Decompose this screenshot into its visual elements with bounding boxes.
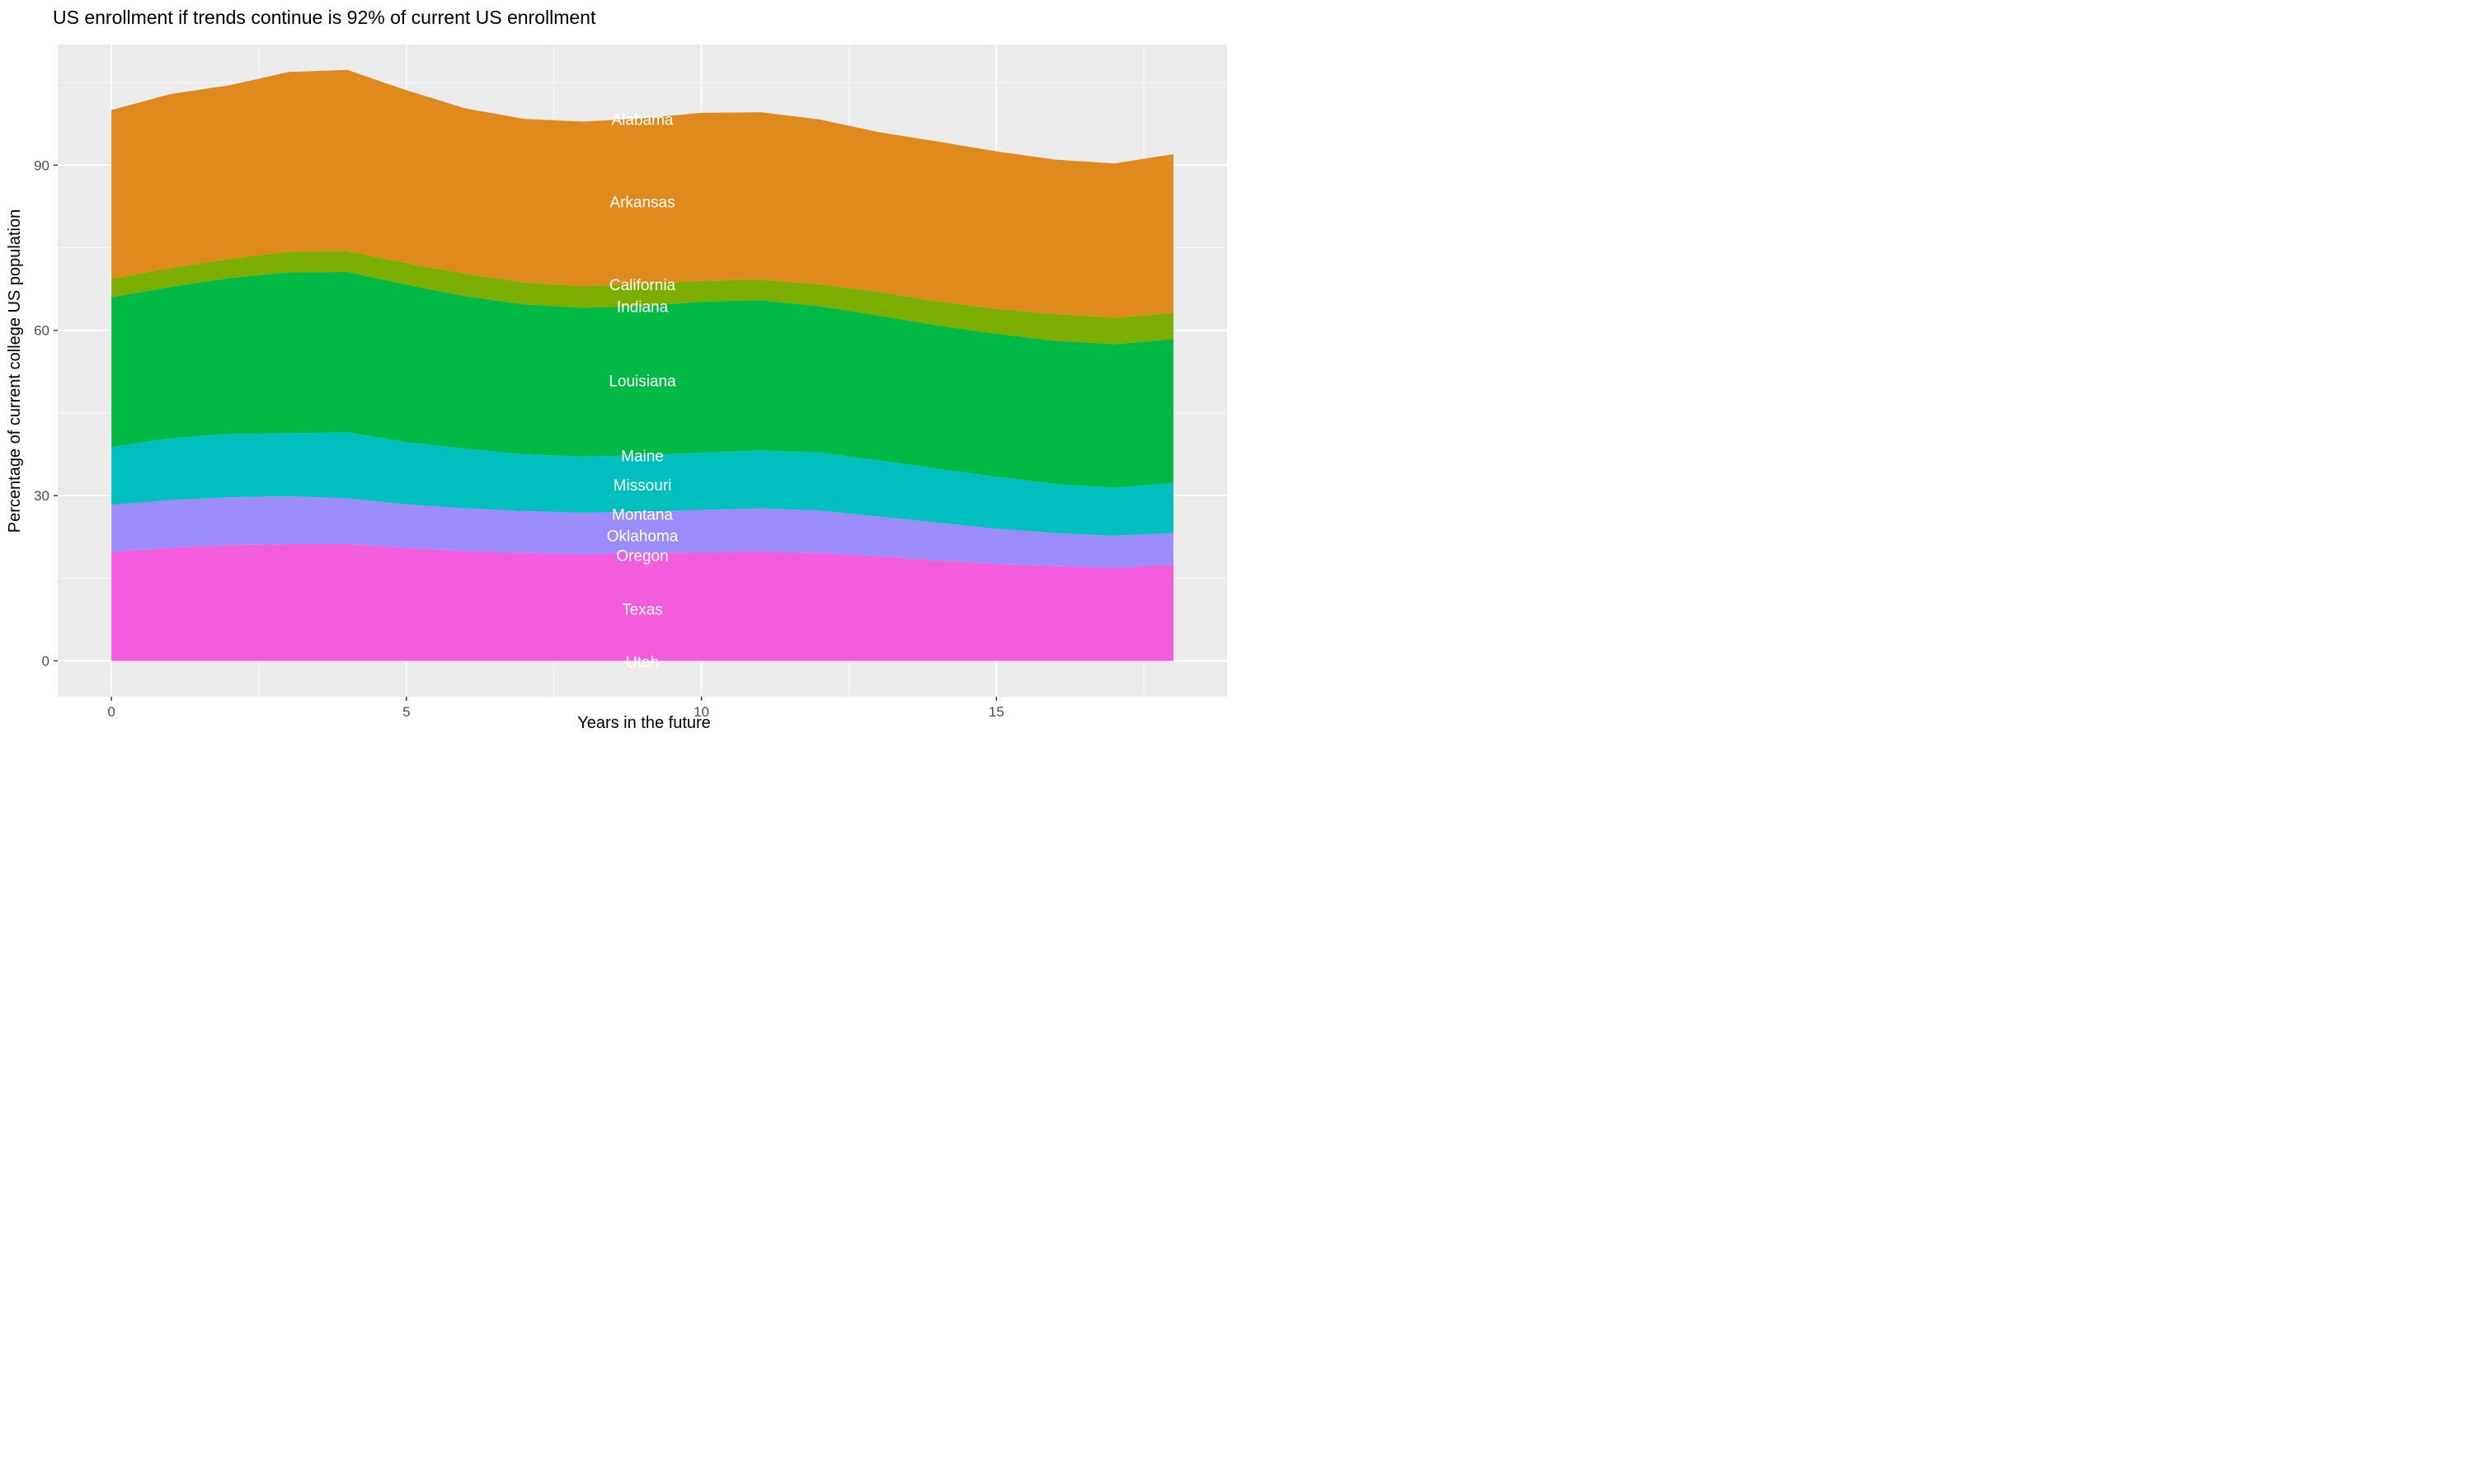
area-label-indiana: Indiana xyxy=(617,299,669,317)
x-tick-label: 15 xyxy=(989,704,1004,720)
x-tick-label: 0 xyxy=(107,704,115,720)
area-label-louisiana: Louisiana xyxy=(609,373,676,391)
area-label-maine: Maine xyxy=(621,448,664,466)
y-tick-label: 0 xyxy=(42,654,49,669)
area-band-oklahoma xyxy=(111,495,1174,568)
figure: US enrollment if trends continue is 92% … xyxy=(0,0,1237,742)
y-tick-label: 60 xyxy=(34,323,49,339)
area-label-alabama: Alabama xyxy=(612,111,674,129)
chart-title: US enrollment if trends continue is 92% … xyxy=(53,7,596,28)
area-label-texas: Texas xyxy=(622,601,663,618)
x-tick-label: 5 xyxy=(402,704,410,720)
area-band-louisiana xyxy=(111,271,1174,488)
area-band-texas xyxy=(111,543,1174,661)
x-tick-label: 10 xyxy=(694,704,709,720)
area-label-oregon: Oregon xyxy=(616,547,668,565)
area-label-utah: Utah xyxy=(626,654,659,671)
area-label-oklahoma: Oklahoma xyxy=(607,528,679,545)
chart-canvas: Alabama Arkansas California Indiana Louisian… xyxy=(6,45,1227,732)
x-axis-title: Years in the future xyxy=(577,714,711,732)
area-bands xyxy=(111,69,1174,661)
area-band-arkansas xyxy=(111,69,1174,318)
area-label-montana: Montana xyxy=(612,506,673,524)
area-label-missouri: Missouri xyxy=(614,477,672,495)
y-tick-label: 90 xyxy=(34,157,49,173)
area-label-california: California xyxy=(609,277,676,294)
y-axis-title: Percentage of current college US populat… xyxy=(6,209,24,533)
y-tick-label: 30 xyxy=(34,488,49,504)
area-band-missouri xyxy=(111,432,1174,536)
axes: 0 5 10 15 0 30 60 90 xyxy=(34,157,1004,720)
area-label-arkansas: Arkansas xyxy=(609,195,675,212)
area-band-indiana xyxy=(111,251,1174,345)
area-labels: Alabama Arkansas California Indiana Louisian… xyxy=(607,111,679,671)
